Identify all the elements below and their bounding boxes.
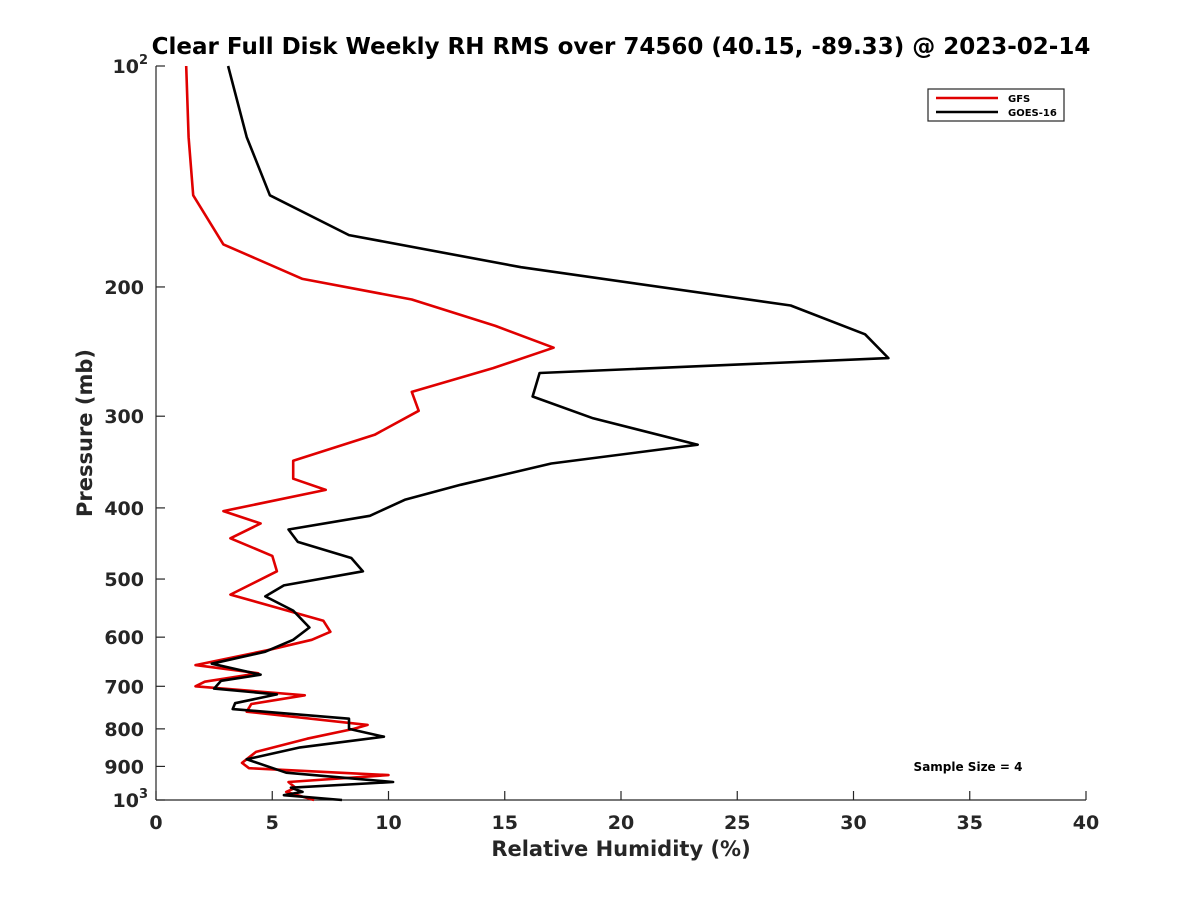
- y-tick-label: 700: [104, 676, 144, 698]
- legend-label: GOES-16: [1008, 108, 1057, 119]
- chart-title: Clear Full Disk Weekly RH RMS over 74560…: [152, 34, 1091, 60]
- x-tick-label: 5: [266, 812, 279, 834]
- x-tick-label: 10: [375, 812, 401, 834]
- y-tick-label: 103: [113, 787, 149, 812]
- x-tick-label: 0: [149, 812, 162, 834]
- y-tick-label: 900: [104, 756, 144, 778]
- y-tick-label: 102: [113, 53, 149, 78]
- y-tick-label: 500: [104, 569, 144, 591]
- x-tick-label: 25: [724, 812, 750, 834]
- y-axis-ticks: 102 200 300 400 500 600 700 800 900 103: [104, 53, 165, 812]
- x-axis-ticks: 0 5 10 15 20 25 30 35 40: [149, 791, 1099, 834]
- y-tick-label: 800: [104, 719, 144, 741]
- series-lines: [184, 65, 890, 802]
- y-tick-label: 600: [104, 627, 144, 649]
- legend-label: GFS: [1008, 94, 1030, 105]
- x-tick-label: 35: [957, 812, 983, 834]
- x-tick-label: 15: [492, 812, 518, 834]
- y-tick-label: 200: [104, 277, 144, 299]
- sample-size-annotation: Sample Size = 4: [914, 760, 1023, 774]
- y-tick-label: 300: [104, 406, 144, 428]
- legend: GFS GOES-16: [927, 88, 1065, 122]
- plot-area: [155, 66, 1086, 801]
- x-tick-label: 40: [1073, 812, 1099, 834]
- series-line-goes-16: [210, 65, 890, 802]
- y-tick-label: 400: [104, 498, 144, 520]
- x-tick-label: 20: [608, 812, 634, 834]
- x-tick-label: 30: [840, 812, 866, 834]
- series-line-gfs: [184, 65, 555, 802]
- legend-box: [927, 88, 1065, 122]
- x-axis-label: Relative Humidity (%): [491, 837, 750, 861]
- y-axis-label: Pressure (mb): [73, 349, 97, 517]
